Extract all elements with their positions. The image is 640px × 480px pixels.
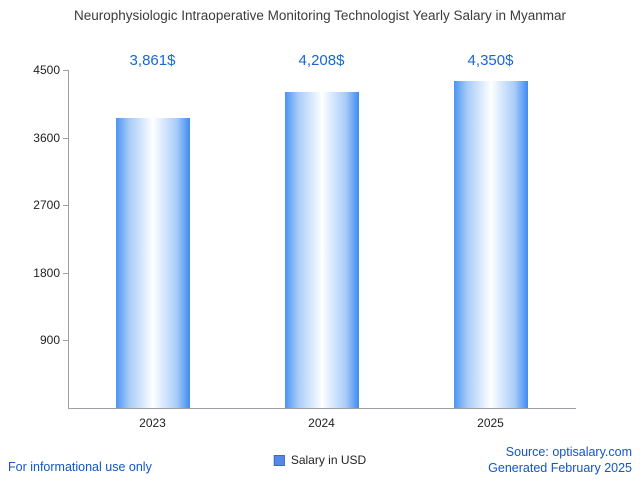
x-axis-tick-label: 2024 — [308, 416, 335, 430]
y-axis-tick-mark — [63, 70, 68, 71]
y-axis-tick-label: 1800 — [33, 265, 60, 280]
y-axis-tick-mark — [63, 340, 68, 342]
bar-2024 — [284, 92, 359, 408]
y-axis-tick-mark — [63, 205, 68, 207]
y-axis-tick-label: 2700 — [33, 198, 60, 213]
y-axis-tick-label: 4500 — [33, 63, 60, 77]
bar-value-label: 4,350$ — [467, 52, 514, 69]
x-axis-tick-label: 2025 — [477, 416, 504, 430]
bar-2023 — [115, 118, 190, 408]
y-axis-tick-label: 900 — [39, 333, 60, 348]
y-axis-tick-mark — [63, 137, 68, 139]
y-axis-tick-mark — [63, 272, 68, 274]
x-axis-tick-label: 2023 — [139, 416, 166, 430]
generated-date: Generated February 2025 — [488, 460, 632, 475]
bar-value-label: 4,208$ — [298, 52, 345, 69]
bar-value-label: 3,861$ — [129, 52, 176, 69]
bar-2025 — [453, 81, 528, 408]
chart-legend: Salary in USD — [273, 453, 367, 467]
y-axis-tick-label: 3600 — [33, 130, 60, 145]
disclaimer-text: For informational use only — [8, 460, 152, 474]
source-block: Source: optisalary.com Generated Februar… — [488, 444, 632, 477]
source-link[interactable]: Source: optisalary.com — [505, 444, 632, 459]
legend-swatch-icon — [273, 454, 285, 466]
legend-label: Salary in USD — [290, 453, 367, 467]
chart-title: Neurophysiologic Intraoperative Monitori… — [73, 8, 566, 23]
